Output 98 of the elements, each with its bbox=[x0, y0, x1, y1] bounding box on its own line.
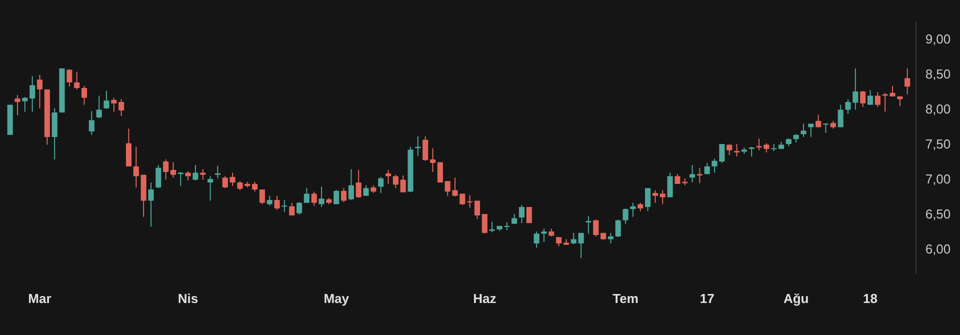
y-tick-label: 7,00 bbox=[925, 172, 951, 187]
candlestick bbox=[237, 180, 243, 191]
candlestick bbox=[222, 176, 228, 189]
candlestick bbox=[378, 176, 384, 194]
candlestick bbox=[252, 181, 258, 192]
candlestick bbox=[274, 195, 280, 210]
candlestick bbox=[356, 169, 362, 198]
candlestick bbox=[133, 146, 139, 188]
candlestick bbox=[800, 123, 806, 138]
candlestick bbox=[430, 148, 436, 172]
candlestick bbox=[22, 96, 28, 112]
candlestick bbox=[816, 114, 822, 128]
candlestick bbox=[660, 190, 666, 205]
candlestick bbox=[118, 98, 124, 116]
candlestick bbox=[474, 200, 480, 220]
candlestick bbox=[645, 188, 651, 212]
candlestick bbox=[696, 167, 702, 184]
candlestick bbox=[126, 128, 132, 167]
candlestick bbox=[570, 232, 576, 245]
y-tick-label: 7,50 bbox=[925, 136, 951, 152]
candlestick bbox=[156, 164, 162, 189]
candlestick bbox=[690, 164, 696, 183]
candlestick bbox=[534, 231, 540, 248]
candlestick bbox=[400, 175, 406, 193]
x-tick-label: Nis bbox=[178, 291, 198, 306]
candlestick bbox=[296, 202, 302, 216]
candlestick bbox=[838, 104, 844, 128]
candlestick bbox=[318, 186, 324, 208]
candlestick bbox=[178, 172, 184, 186]
candlestick bbox=[208, 176, 214, 202]
candlestick bbox=[348, 168, 354, 200]
candlestick bbox=[340, 188, 347, 203]
candlestick bbox=[74, 71, 80, 90]
x-tick-label: Mar bbox=[28, 291, 52, 306]
candlestick bbox=[512, 214, 518, 224]
candlestick bbox=[867, 90, 874, 106]
candlestick bbox=[81, 85, 88, 106]
candlestick bbox=[200, 168, 206, 180]
y-tick-label: 9,00 bbox=[925, 32, 951, 47]
y-tick-label: 8,50 bbox=[925, 66, 951, 82]
candlestick bbox=[622, 208, 628, 224]
candlestick bbox=[518, 204, 525, 224]
candlestick bbox=[808, 123, 814, 138]
x-tick-label: 17 bbox=[700, 291, 714, 306]
candlestick bbox=[192, 164, 198, 181]
x-tick-label: 18 bbox=[863, 291, 878, 306]
candlestick bbox=[163, 158, 169, 180]
candlestick bbox=[874, 92, 880, 108]
candlestick bbox=[422, 136, 428, 162]
candlestick bbox=[96, 95, 102, 119]
candlestick bbox=[266, 195, 272, 206]
candlestick bbox=[289, 202, 295, 216]
candlestick bbox=[526, 206, 532, 224]
candlestick bbox=[652, 190, 658, 204]
candlestick bbox=[311, 191, 317, 206]
candlestick bbox=[615, 219, 621, 238]
y-tick-label: 8,00 bbox=[925, 102, 951, 117]
candlestick bbox=[148, 182, 154, 228]
candlestick bbox=[230, 172, 236, 186]
candlestick bbox=[556, 236, 562, 247]
candlestick bbox=[578, 232, 584, 259]
candlestick bbox=[104, 90, 110, 110]
candlestick bbox=[822, 122, 829, 134]
x-tick-label: May bbox=[324, 291, 350, 306]
candlestick bbox=[363, 184, 369, 196]
candlestick bbox=[482, 214, 488, 234]
x-tick-label: Haz bbox=[473, 291, 497, 306]
candlestick bbox=[437, 162, 443, 183]
candlestick bbox=[185, 170, 191, 181]
candlestick bbox=[259, 189, 265, 205]
candlestick bbox=[726, 144, 732, 156]
candlestick bbox=[467, 194, 473, 208]
candlestick bbox=[593, 219, 599, 237]
candlestick bbox=[30, 76, 36, 112]
candlestick bbox=[66, 68, 72, 88]
candlestick bbox=[586, 216, 592, 234]
candlestick bbox=[860, 90, 866, 108]
candlestick bbox=[111, 97, 117, 112]
candlestick bbox=[214, 165, 220, 179]
candlestick bbox=[282, 200, 288, 212]
candlestick bbox=[541, 228, 547, 242]
candlestick bbox=[392, 174, 398, 189]
candlestick bbox=[36, 74, 43, 109]
candlestick bbox=[88, 110, 94, 136]
candlestick bbox=[14, 94, 20, 116]
candlestick bbox=[904, 68, 910, 95]
y-tick-label: 6,00 bbox=[925, 242, 951, 257]
candlestick bbox=[748, 146, 754, 158]
candlestick bbox=[304, 188, 310, 204]
candlestick bbox=[734, 144, 740, 158]
x-tick-label: Tem bbox=[612, 291, 638, 306]
candlestick bbox=[489, 221, 495, 233]
x-tick-label: Ağu bbox=[783, 291, 809, 306]
candlestick bbox=[334, 190, 340, 205]
candlestick bbox=[170, 162, 176, 178]
candlestick bbox=[674, 174, 680, 184]
candlestick bbox=[667, 172, 673, 198]
y-tick-label: 6,50 bbox=[925, 206, 951, 222]
